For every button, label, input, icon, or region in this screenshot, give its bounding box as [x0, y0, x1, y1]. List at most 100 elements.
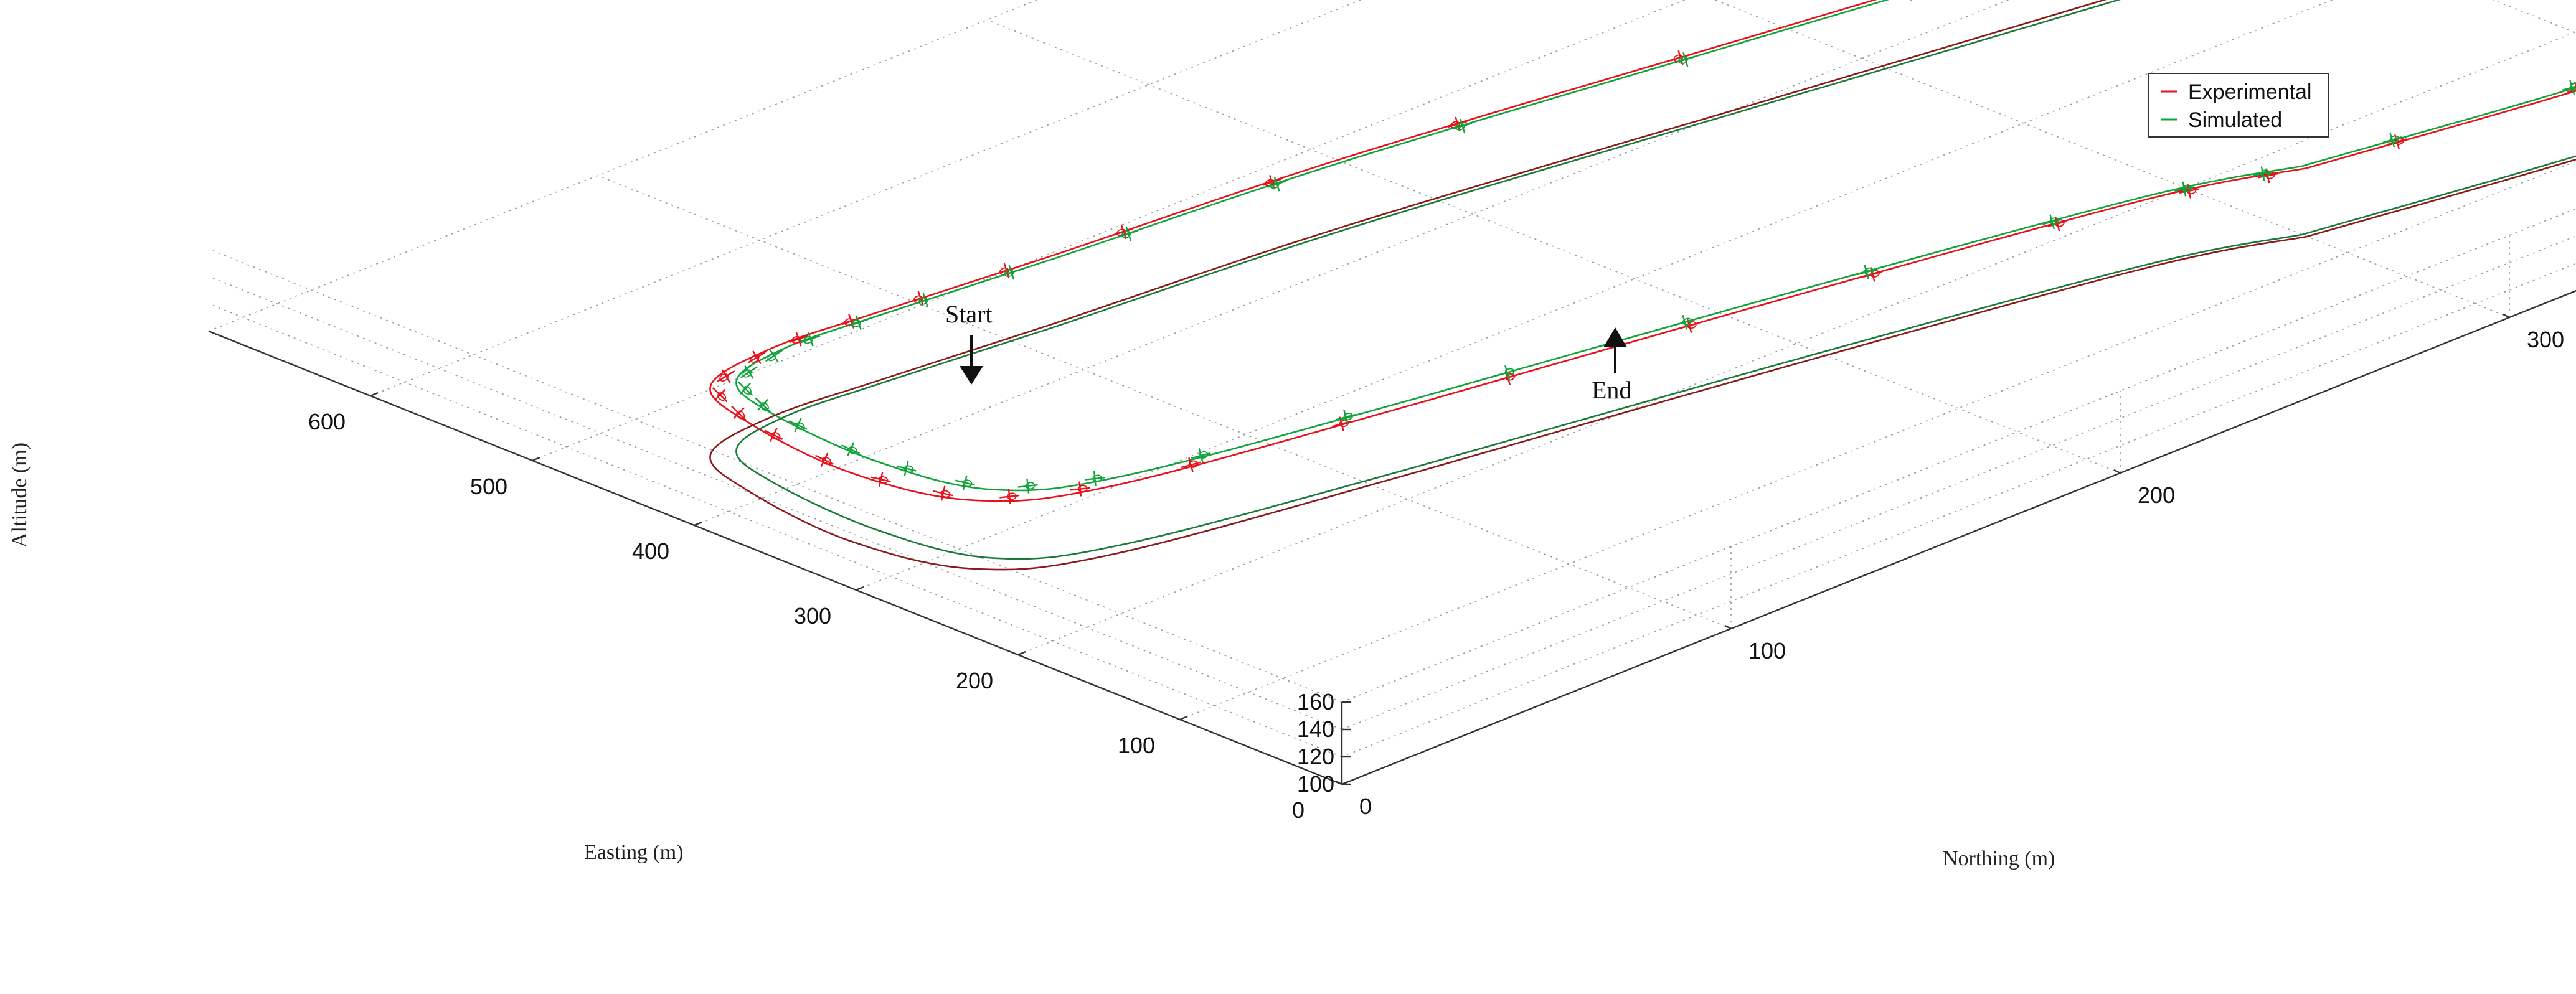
glyph-ring	[750, 354, 760, 363]
attitude-glyph	[748, 350, 766, 365]
attitude-glyph	[955, 475, 975, 490]
attitude-glyph	[915, 293, 935, 308]
attitude-glyph	[1181, 457, 1201, 472]
attitude-glyph	[755, 397, 771, 413]
attitude-glyph	[1336, 410, 1356, 425]
glyph-wing	[752, 350, 762, 365]
glyph-ring	[878, 476, 889, 484]
attitude-glyph	[1001, 265, 1021, 280]
start-annotation: Start	[945, 300, 993, 385]
glyph-ring	[1077, 485, 1088, 493]
attitude-glyph	[717, 369, 735, 383]
attitude-glyph	[1085, 471, 1105, 486]
glyph-ring	[1198, 451, 1209, 459]
glyph-wing	[922, 293, 929, 308]
glyph-wing	[903, 461, 909, 476]
altitude-tick-label: 140	[1297, 716, 1334, 742]
grid-line	[1714, 0, 2510, 318]
series-line-2	[709, 0, 2576, 571]
northing-axis	[1341, 289, 2576, 785]
end-annotation: End	[1592, 327, 1631, 404]
glyph-ring	[1504, 368, 1515, 376]
glyph-ring	[1870, 270, 1880, 278]
grid-line	[986, 19, 2121, 474]
attitude-glyph	[789, 332, 809, 347]
attitude-glyph	[849, 315, 869, 331]
altitude-tick-label: 120	[1297, 744, 1334, 769]
easting-tick-label: 300	[794, 603, 831, 629]
glyph-ring	[962, 479, 973, 487]
glyph-ring	[1004, 269, 1014, 278]
glyph-wing	[1198, 448, 1204, 463]
attitude-glyph	[1675, 314, 1695, 330]
glyph-wing	[1188, 457, 1194, 472]
glyph-ring	[1682, 317, 1692, 326]
glyph-ring	[719, 373, 729, 382]
glyph-wing	[1869, 267, 1875, 282]
glyph-ring	[791, 335, 801, 344]
glyph-ring	[821, 457, 832, 465]
glyph-ring	[2181, 184, 2192, 192]
easting-tick	[532, 456, 540, 462]
easting-tick	[1017, 650, 1026, 656]
glyph-ring	[795, 422, 805, 430]
attitude-glyph	[2382, 132, 2402, 148]
attitude-glyph	[740, 365, 758, 379]
axes	[208, 289, 2576, 785]
attitude-glyph	[815, 452, 834, 467]
glyph-wing	[2260, 166, 2265, 182]
attitude-glyph	[1191, 448, 1211, 463]
glyph-wing	[820, 452, 829, 467]
glyph-ring	[1505, 373, 1516, 381]
glyph-wing	[1078, 481, 1082, 497]
attitude-glyph	[2562, 80, 2576, 95]
attitude-glyph	[765, 349, 783, 363]
attitude-glyph	[2042, 214, 2062, 230]
glyph-wing	[769, 349, 779, 363]
easting-tick-label: 500	[470, 474, 507, 499]
attitude-glyph	[737, 381, 753, 396]
glyph-wing	[795, 332, 802, 347]
glyph-wing	[1460, 118, 1466, 134]
attitude-glyph	[933, 485, 953, 501]
attitude-glyph	[1267, 177, 1287, 192]
glyph-wing	[940, 485, 946, 501]
glyph-ring	[2260, 169, 2270, 177]
glyph-ring	[1455, 123, 1465, 131]
legend-experimental-label: Experimental	[2188, 80, 2311, 104]
glyph-ring	[2049, 217, 2060, 225]
glyph-ring	[1864, 267, 1874, 276]
glyph-wing	[1273, 177, 1280, 192]
attitude-glyph	[1676, 52, 1696, 67]
glyph-wing	[1093, 471, 1097, 486]
glyph-wing	[769, 428, 778, 442]
northing-tick-label: 200	[2138, 482, 2175, 508]
glyph-ring	[717, 392, 727, 401]
northing-tick-label: 0	[1359, 794, 1372, 819]
glyph-wing	[794, 418, 802, 433]
glyph-wing	[2574, 82, 2576, 97]
glyph-ring	[851, 319, 861, 327]
glyph-ring	[1025, 482, 1036, 490]
glyph-wing	[1864, 265, 1869, 279]
glyph-body	[2567, 85, 2576, 93]
glyph-wing	[1504, 365, 1510, 380]
northing-tick	[2113, 469, 2121, 474]
easting-tick-label: 100	[1118, 733, 1155, 758]
glyph-wing	[1008, 265, 1015, 280]
glyph-ring	[1188, 460, 1199, 468]
x-axis-label: Northing (m)	[1943, 847, 2055, 870]
glyph-wing	[721, 369, 731, 383]
glyph-wing	[962, 475, 968, 490]
glyph-wing	[757, 398, 769, 411]
glyph-ring	[1270, 181, 1280, 189]
attitude-glyph	[1017, 478, 1038, 494]
glyph-wing	[1026, 478, 1030, 494]
glyph-wing	[2182, 181, 2187, 197]
glyph-wing	[1682, 52, 1689, 67]
grid-line	[208, 303, 1342, 757]
grid-line	[208, 276, 1342, 730]
easting-tick-label: 600	[308, 409, 346, 434]
glyph-ring	[2389, 135, 2400, 143]
easting-axis	[208, 330, 1342, 785]
